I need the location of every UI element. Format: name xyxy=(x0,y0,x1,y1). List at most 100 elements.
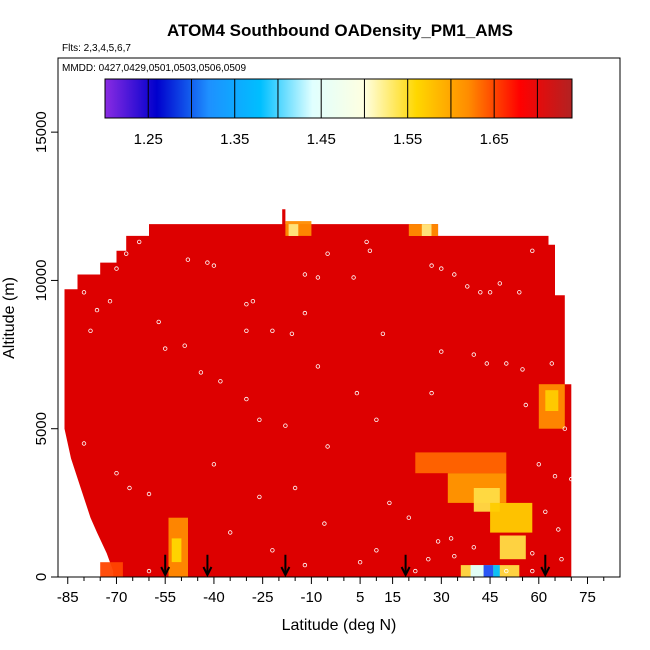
data-point xyxy=(556,527,561,532)
data-point xyxy=(292,485,298,491)
marker-arrowhead xyxy=(202,566,213,578)
axes: -85 -70 -55 -40 -25 -10 5 15 30 45 60 75 0 5000 10000 1… xyxy=(33,111,605,606)
colorbar-tick-label: 1.55 xyxy=(393,131,422,148)
data-point xyxy=(88,328,93,333)
data-point xyxy=(302,562,308,568)
data-point xyxy=(218,379,223,384)
x-tick-label: -85 xyxy=(57,589,79,606)
data-point xyxy=(426,557,431,562)
heatmap-cell xyxy=(483,565,494,577)
heatmap-envelope xyxy=(64,209,572,578)
data-point xyxy=(357,560,363,565)
data-point xyxy=(162,346,168,351)
data-point xyxy=(94,307,100,313)
y-tick-label: 5000 xyxy=(33,412,50,445)
subtitle-mmdd: MMDD: 0427,0429,0501,0503,0506,0509 xyxy=(62,63,246,74)
y-tick-label: 15000 xyxy=(33,111,50,153)
data-point xyxy=(406,515,411,520)
data-point xyxy=(569,476,574,482)
data-point xyxy=(429,390,434,396)
data-point xyxy=(146,568,152,574)
data-point xyxy=(257,494,262,500)
data-point xyxy=(325,251,330,256)
marker-arrowhead xyxy=(540,566,551,578)
marker-arrowhead xyxy=(160,566,171,578)
colorbar-tick-label: 1.35 xyxy=(220,131,249,148)
heatmap-cell xyxy=(288,224,299,236)
heatmap-cell xyxy=(100,562,123,577)
data-point xyxy=(351,275,356,280)
data-point xyxy=(523,402,528,408)
data-point xyxy=(536,462,541,467)
data-point xyxy=(387,500,392,506)
heatmap-cell xyxy=(421,224,432,236)
heatmap-cell xyxy=(499,535,526,560)
data-point xyxy=(504,361,509,366)
x-tick-label: 60 xyxy=(530,589,547,606)
data-point xyxy=(325,444,330,449)
x-tick-label: 75 xyxy=(579,589,596,606)
colorbar: 1.25 1.35 1.45 1.55 1.65 xyxy=(104,78,573,148)
data-point xyxy=(114,266,119,271)
colorbar-tick-label: 1.65 xyxy=(480,131,509,148)
y-tick-label: 10000 xyxy=(33,260,50,302)
data-point xyxy=(211,263,217,268)
subtitle-flights: Flts: 2,3,4,5,6,7 xyxy=(62,43,131,54)
x-tick-label: 5 xyxy=(356,589,364,606)
data-point xyxy=(315,364,321,369)
data-point xyxy=(322,521,327,526)
heatmap-cell xyxy=(545,390,559,411)
data-point xyxy=(302,310,308,316)
data-point xyxy=(504,568,509,574)
x-tick-label: 45 xyxy=(482,589,499,606)
data-point xyxy=(198,370,204,375)
heatmap-cell xyxy=(415,452,507,474)
marker-arrowhead xyxy=(400,566,411,578)
data-point xyxy=(315,275,321,280)
x-tick-label: -55 xyxy=(154,589,176,606)
data-point xyxy=(530,248,535,253)
data-point xyxy=(439,349,444,354)
data-point xyxy=(289,331,295,336)
data-point xyxy=(552,474,558,479)
data-point xyxy=(520,367,525,372)
data-point xyxy=(244,302,249,307)
data-point xyxy=(452,272,457,277)
chart-title: ATOM4 Southbound OADensity_PM1_AMS xyxy=(167,21,513,40)
plot-frame xyxy=(57,57,621,578)
data-point xyxy=(244,396,249,402)
data-point xyxy=(452,554,457,559)
x-tick-label: -40 xyxy=(203,589,225,606)
data-point xyxy=(302,272,308,277)
data-point xyxy=(549,361,554,366)
data-point xyxy=(270,328,275,333)
data-point xyxy=(559,281,564,286)
data-point xyxy=(543,509,548,514)
data-point xyxy=(380,331,386,336)
x-tick-label: -25 xyxy=(252,589,274,606)
data-point xyxy=(211,462,217,467)
data-point xyxy=(257,417,262,422)
data-point xyxy=(270,548,275,553)
heatmap-area xyxy=(64,209,572,578)
data-point xyxy=(354,390,360,396)
y-axis-label: Altitude (m) xyxy=(1,277,18,359)
heatmap-cell xyxy=(490,502,533,533)
data-point xyxy=(448,536,454,541)
data-point xyxy=(81,290,87,295)
data-point xyxy=(136,239,142,245)
data-point xyxy=(471,545,476,550)
data-point xyxy=(465,284,470,289)
data-point xyxy=(250,299,256,304)
data-point xyxy=(471,352,476,357)
data-point xyxy=(562,426,567,431)
data-point xyxy=(487,290,493,295)
data-point xyxy=(435,539,441,544)
data-point xyxy=(367,248,373,253)
flight-markers xyxy=(160,554,551,578)
data-point xyxy=(114,471,119,476)
data-point xyxy=(81,441,87,446)
colorbar-tick-label: 1.25 xyxy=(134,131,163,148)
data-point xyxy=(559,557,564,562)
